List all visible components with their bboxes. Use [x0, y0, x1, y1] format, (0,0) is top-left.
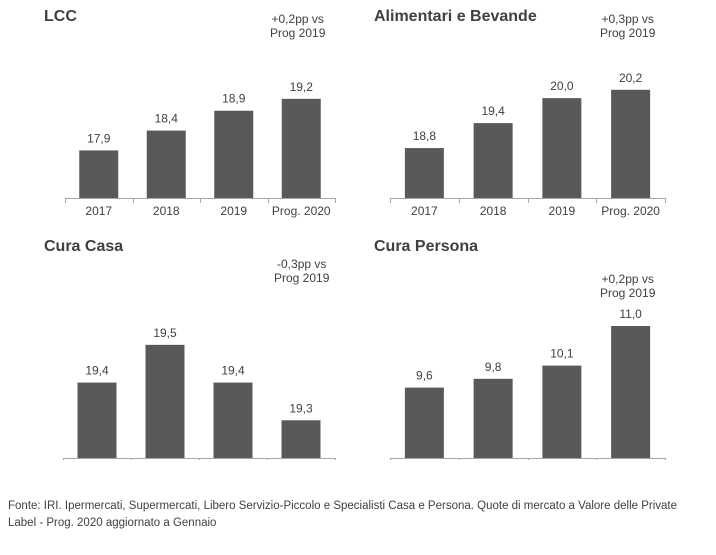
- data-label: 19,4: [481, 104, 505, 118]
- data-label: 18,9: [222, 92, 246, 106]
- x-tick-label: 2017: [85, 204, 112, 218]
- bar: [214, 110, 254, 198]
- bar: [404, 387, 444, 458]
- data-label: 18,4: [155, 112, 179, 126]
- x-tick-label: 2018: [153, 204, 180, 218]
- bar: [542, 365, 582, 458]
- x-tick-label: 2018: [480, 204, 507, 218]
- annotation-line-1: +0,3pp vs: [601, 12, 654, 26]
- data-label: 19,5: [153, 326, 177, 340]
- bar: [473, 378, 513, 458]
- data-label: 19,3: [289, 401, 313, 415]
- chart-title: Cura Persona: [374, 238, 479, 255]
- annotation-line-1: -0,3pp vs: [277, 257, 327, 271]
- data-label: 17,9: [87, 131, 111, 145]
- bar-chart: 17,9 2017 18,4 2018 18,9 2019 19,2 Prog. 2020: [65, 80, 336, 218]
- bar-chart: 18,8 2017 19,4 2018 20,0 2019 20,2 Prog. 2020: [390, 71, 666, 218]
- chart-title: LCC: [44, 8, 77, 25]
- data-label: 9,8: [485, 360, 502, 374]
- annotation-line-2: Prog 2019: [600, 26, 656, 40]
- bar-chart: 9,620179,8201810,1201911,0Prog. 2020: [390, 307, 666, 460]
- chart-panel-lcc: LCC +0,2pp vs Prog 2019 17,9 2017 18,4 2018…: [30, 0, 350, 225]
- bar: [281, 98, 321, 198]
- bar: [473, 123, 513, 198]
- x-tick-label: 2019: [549, 204, 576, 218]
- chart-annotation: +0,3pp vs Prog 2019: [600, 12, 655, 40]
- bar: [146, 130, 186, 198]
- data-label: 19,2: [290, 80, 314, 94]
- annotation-line-2: Prog 2019: [274, 271, 330, 285]
- bar: [281, 420, 321, 458]
- data-label: 19,4: [85, 364, 109, 378]
- chart-panel-cura-persona: Cura Persona +0,2pp vs Prog 2019 9,62017…: [360, 230, 700, 460]
- data-label: 19,4: [221, 364, 245, 378]
- bar: [611, 89, 651, 198]
- x-tick-label: 2019: [220, 204, 247, 218]
- bar: [77, 382, 117, 458]
- annotation-line-1: +0,2pp vs: [601, 272, 654, 286]
- data-label: 18,8: [413, 129, 437, 143]
- source-footnote: Fonte: IRI. Ipermercati, Supermercati, L…: [8, 498, 712, 532]
- data-label: 9,6: [416, 369, 433, 383]
- bar: [542, 98, 582, 198]
- annotation-line-1: +0,2pp vs: [271, 12, 324, 26]
- bar: [611, 326, 651, 458]
- bar-chart: 19,4201719,5201819,4201919,3Prog. 2020: [63, 326, 336, 460]
- chart-panel-alimentari-bevande: Alimentari e Bevande +0,3pp vs Prog 2019…: [360, 0, 700, 225]
- bar: [145, 344, 185, 458]
- footnote-line-1: Fonte: IRI. Ipermercati, Supermercati, L…: [8, 500, 678, 512]
- chart-title: Cura Casa: [44, 238, 124, 255]
- footnote-line-2: Label - Prog. 2020 aggiornato a Gennaio: [8, 517, 217, 529]
- bar: [79, 150, 119, 198]
- chart-annotation: +0,2pp vs Prog 2019: [600, 272, 655, 300]
- x-tick-label: Prog. 2020: [272, 204, 331, 218]
- annotation-line-2: Prog 2019: [600, 286, 656, 300]
- bar: [404, 148, 444, 198]
- chart-annotation: -0,3pp vs Prog 2019: [274, 257, 329, 285]
- x-tick-label: Prog. 2020: [601, 204, 660, 218]
- x-tick-label: 2017: [411, 204, 438, 218]
- data-label: 20,2: [619, 71, 643, 85]
- data-label: 10,1: [550, 347, 574, 361]
- chart-panel-cura-casa: Cura Casa -0,3pp vs Prog 2019 19,4201719…: [30, 230, 350, 460]
- data-label: 20,0: [550, 79, 574, 93]
- data-label: 11,0: [619, 307, 642, 321]
- chart-annotation: +0,2pp vs Prog 2019: [270, 12, 325, 40]
- bar: [213, 382, 253, 458]
- chart-title: Alimentari e Bevande: [374, 8, 537, 25]
- annotation-line-2: Prog 2019: [270, 26, 326, 40]
